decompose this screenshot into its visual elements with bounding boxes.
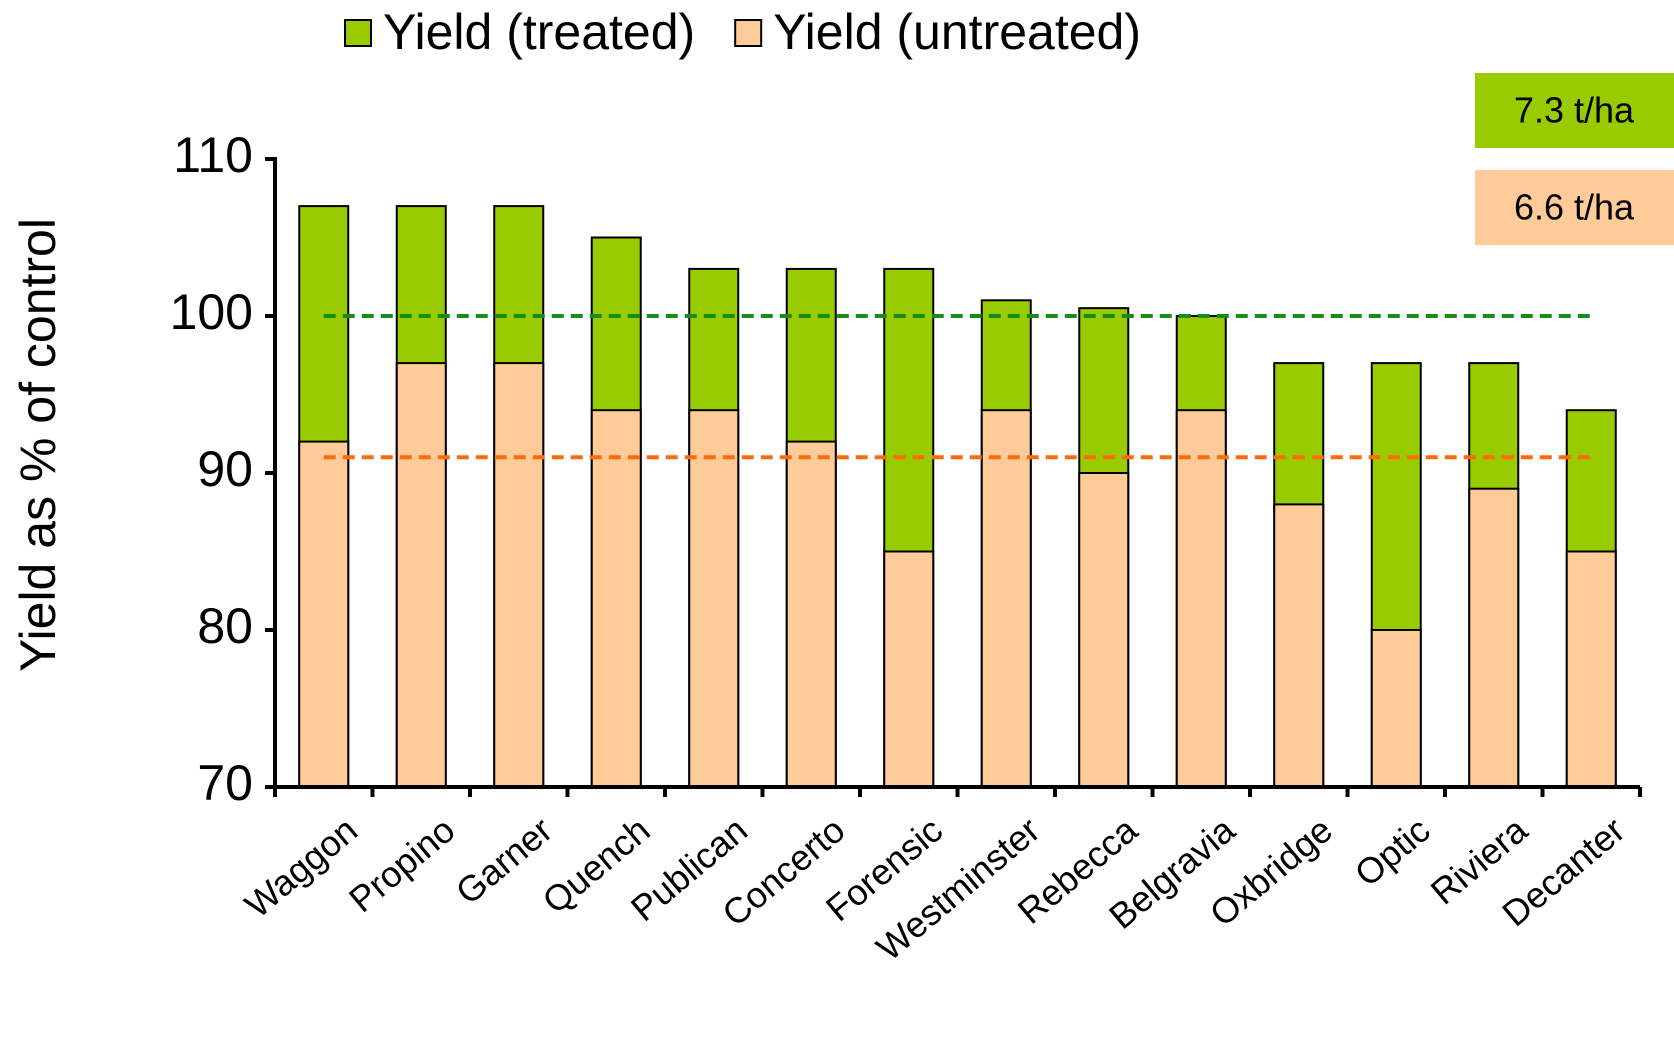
bar <box>590 409 642 788</box>
bar <box>980 409 1032 788</box>
annotation-box <box>1475 73 1674 148</box>
y-axis-title: Yield as % of control <box>10 218 66 672</box>
y-tick-label: 90 <box>197 441 253 497</box>
legend-label: Yield (untreated) <box>773 4 1141 60</box>
bar <box>785 440 837 788</box>
x-tick-label: Propino <box>341 809 462 920</box>
bar <box>1468 487 1520 788</box>
annotation-box <box>1475 170 1674 245</box>
y-tick-label: 110 <box>173 127 253 183</box>
legend-label: Yield (treated) <box>383 4 695 60</box>
annotation-text: 6.6 t/ha <box>1514 187 1635 228</box>
annotation-text: 7.3 t/ha <box>1514 90 1635 131</box>
bar <box>1370 629 1422 788</box>
legend-swatch <box>344 19 372 47</box>
legend-swatch <box>734 19 763 47</box>
bar <box>1175 409 1227 788</box>
x-tick-label: Waggon <box>237 809 365 926</box>
bar <box>688 409 740 788</box>
bar <box>1078 472 1130 788</box>
bar <box>298 440 350 788</box>
bar <box>395 362 447 788</box>
bar <box>493 362 545 788</box>
bar <box>1273 503 1325 788</box>
bar <box>1565 550 1617 788</box>
y-tick-label: 70 <box>197 755 253 811</box>
y-tick-label: 100 <box>170 284 253 340</box>
bar <box>883 550 935 788</box>
y-tick-label: 80 <box>197 598 253 654</box>
